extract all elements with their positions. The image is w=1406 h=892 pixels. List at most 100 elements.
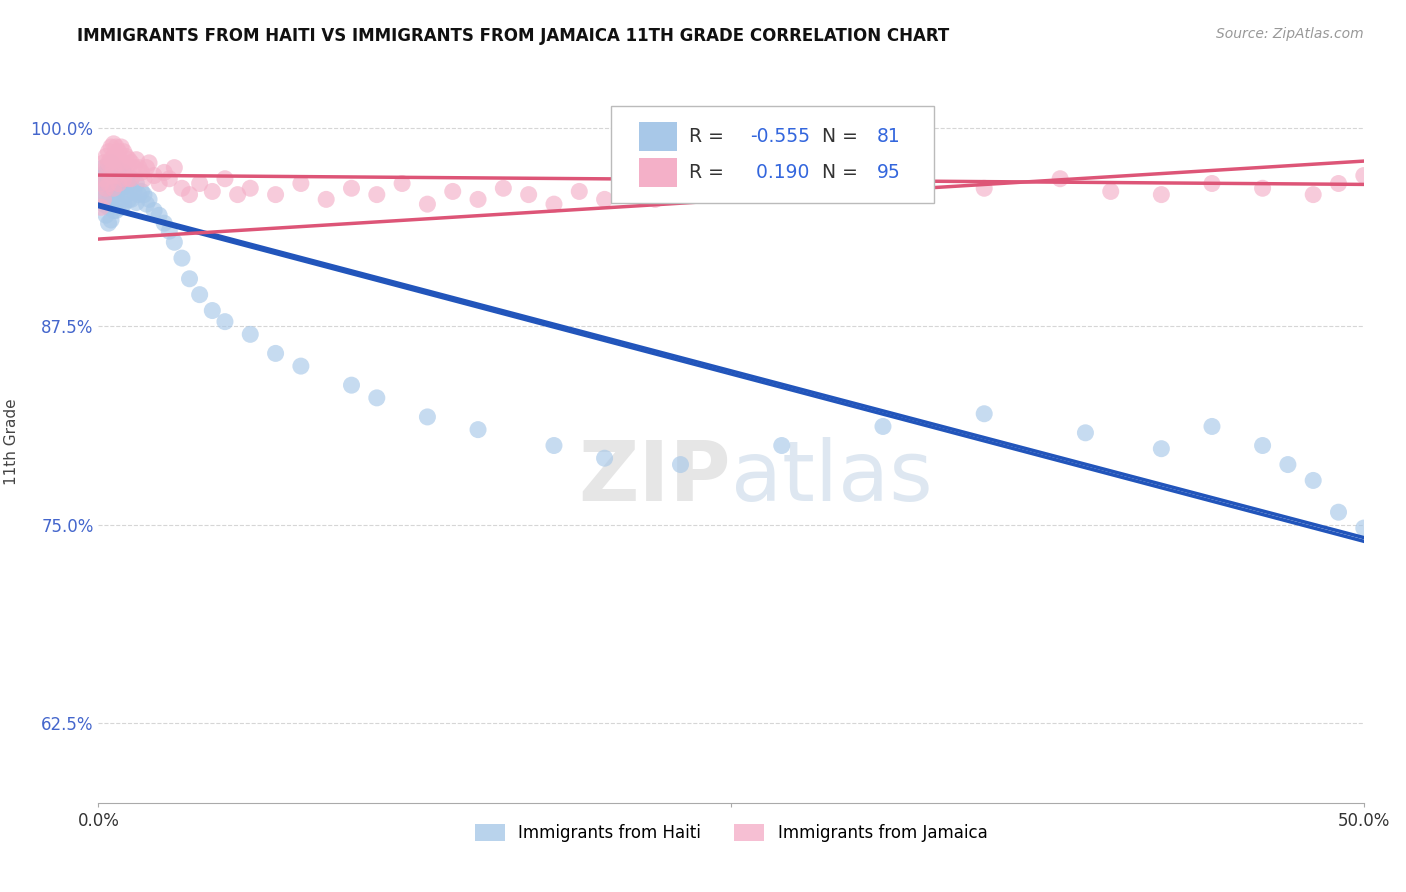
- Point: [103, 203, 125, 218]
- Point: [118, 171, 141, 186]
- Point: [543, 438, 565, 452]
- Text: N =: N =: [823, 163, 865, 182]
- Point: [120, 171, 142, 186]
- Point: [100, 156, 122, 170]
- Point: [391, 177, 413, 191]
- Text: R =: R =: [689, 127, 730, 145]
- Point: [492, 181, 515, 195]
- Point: [138, 156, 160, 170]
- Point: [543, 197, 565, 211]
- Point: [290, 177, 312, 191]
- Point: [105, 203, 128, 218]
- Point: [315, 193, 337, 207]
- Point: [97, 200, 120, 214]
- Point: [148, 208, 170, 222]
- Point: [125, 177, 148, 191]
- Text: -0.555: -0.555: [751, 127, 810, 145]
- Point: [619, 181, 641, 195]
- Point: [1353, 169, 1375, 183]
- Point: [118, 153, 141, 167]
- Point: [100, 169, 122, 183]
- Point: [179, 187, 201, 202]
- Point: [846, 177, 869, 191]
- Point: [94, 177, 117, 191]
- Point: [112, 179, 135, 194]
- Point: [669, 458, 692, 472]
- Point: [1251, 438, 1274, 452]
- Point: [1201, 177, 1223, 191]
- Point: [1327, 177, 1350, 191]
- Point: [1277, 458, 1299, 472]
- Point: [107, 156, 129, 170]
- Point: [163, 235, 186, 250]
- Point: [100, 181, 122, 195]
- Point: [100, 169, 122, 183]
- Point: [157, 224, 180, 238]
- Point: [97, 145, 120, 159]
- Point: [120, 193, 142, 207]
- Point: [97, 177, 120, 191]
- Point: [264, 346, 287, 360]
- Point: [796, 181, 818, 195]
- Point: [94, 149, 117, 163]
- Point: [107, 165, 129, 179]
- Point: [695, 181, 717, 195]
- Point: [467, 193, 489, 207]
- Point: [132, 187, 155, 202]
- Point: [128, 187, 150, 202]
- Point: [1302, 474, 1324, 488]
- Text: atlas: atlas: [731, 437, 932, 518]
- Point: [366, 187, 388, 202]
- FancyBboxPatch shape: [638, 158, 676, 187]
- Point: [105, 140, 128, 154]
- Point: [1327, 505, 1350, 519]
- Point: [118, 177, 141, 191]
- Point: [467, 423, 489, 437]
- FancyBboxPatch shape: [638, 121, 676, 151]
- Point: [1150, 187, 1173, 202]
- Point: [103, 161, 125, 175]
- Point: [97, 156, 120, 170]
- Point: [93, 177, 115, 191]
- Point: [973, 181, 995, 195]
- Text: Source: ZipAtlas.com: Source: ZipAtlas.com: [1216, 27, 1364, 41]
- Point: [122, 185, 145, 199]
- Point: [340, 181, 363, 195]
- Point: [441, 185, 464, 199]
- Point: [115, 171, 138, 186]
- FancyBboxPatch shape: [610, 105, 934, 203]
- Point: [115, 149, 138, 163]
- Point: [366, 391, 388, 405]
- Point: [239, 327, 262, 342]
- Point: [94, 181, 117, 195]
- Point: [1099, 185, 1122, 199]
- Point: [103, 149, 125, 163]
- Point: [163, 161, 186, 175]
- Point: [131, 165, 153, 179]
- Point: [115, 187, 138, 202]
- Point: [135, 197, 157, 211]
- Point: [1378, 181, 1400, 195]
- Point: [1201, 419, 1223, 434]
- Point: [112, 165, 135, 179]
- Point: [214, 315, 236, 329]
- Point: [973, 407, 995, 421]
- Point: [90, 177, 112, 191]
- Point: [94, 165, 117, 179]
- Point: [1353, 521, 1375, 535]
- Point: [239, 181, 262, 195]
- Point: [120, 156, 142, 170]
- Point: [131, 185, 153, 199]
- Point: [1049, 171, 1071, 186]
- Point: [93, 197, 115, 211]
- Point: [416, 409, 439, 424]
- Point: [226, 187, 249, 202]
- Point: [103, 177, 125, 191]
- Point: [170, 251, 193, 265]
- Point: [105, 171, 128, 186]
- Point: [93, 171, 115, 186]
- Point: [416, 197, 439, 211]
- Point: [201, 303, 224, 318]
- Point: [97, 161, 120, 175]
- Point: [100, 213, 122, 227]
